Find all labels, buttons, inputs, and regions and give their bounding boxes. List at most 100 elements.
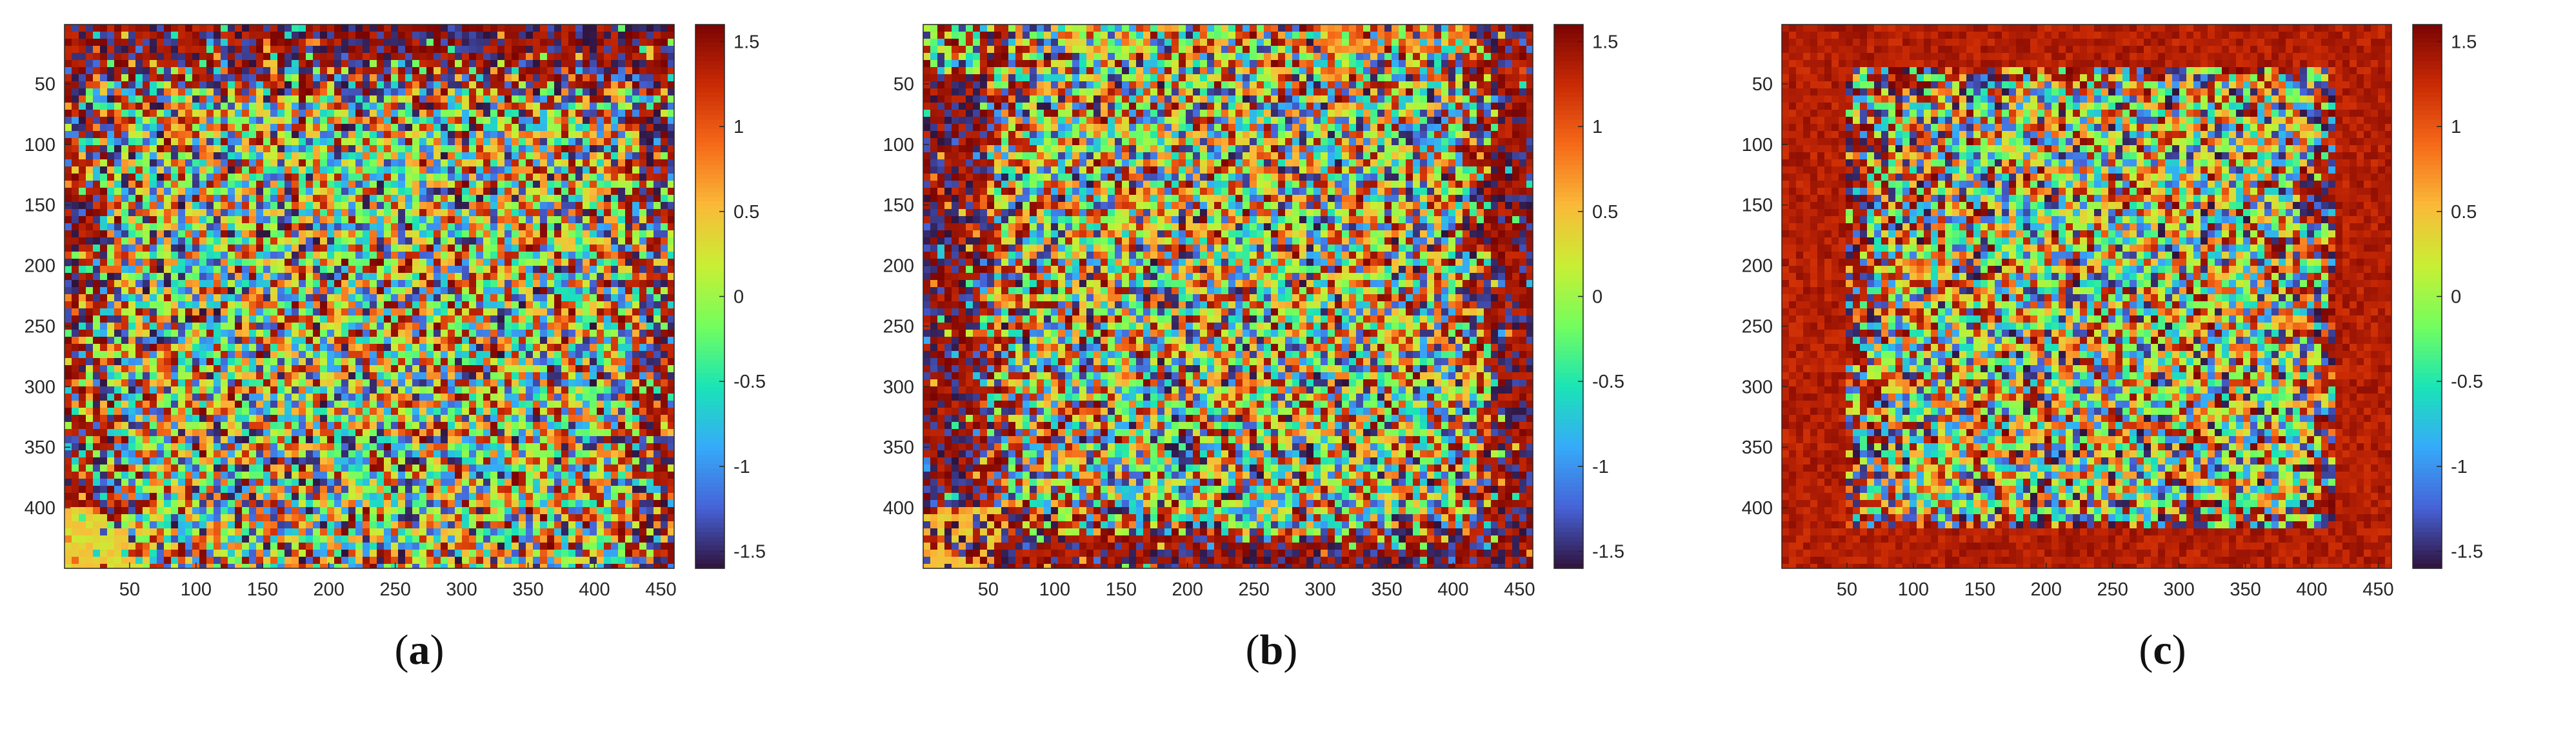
- heatmap-cell: [292, 379, 299, 387]
- heatmap-cell: [391, 273, 399, 281]
- heatmap-cell: [370, 379, 377, 387]
- heatmap-cell: [646, 287, 654, 295]
- heatmap-cell: [185, 74, 193, 82]
- heatmap-cell: [150, 365, 157, 373]
- heatmap-cell: [263, 280, 271, 288]
- heatmap-cell: [611, 46, 619, 54]
- heatmap-cell: [398, 301, 406, 309]
- heatmap-cell: [504, 95, 512, 103]
- heatmap-cell: [320, 422, 328, 430]
- heatmap-cell: [256, 131, 264, 139]
- heatmap-cell: [334, 422, 342, 430]
- heatmap-cell: [519, 188, 526, 195]
- heatmap-cell: [632, 344, 640, 352]
- heatmap-cell: [135, 294, 143, 302]
- heatmap-cell: [426, 401, 434, 408]
- heatmap-cell: [277, 152, 285, 160]
- heatmap-cell: [285, 95, 292, 103]
- heatmap-cell: [299, 60, 306, 68]
- heatmap-cell: [128, 95, 136, 103]
- heatmap-cell: [654, 266, 661, 274]
- heatmap-cell: [455, 237, 463, 245]
- heatmap-cell: [72, 422, 79, 430]
- heatmap-cell: [121, 415, 129, 423]
- heatmap-cell: [547, 25, 555, 32]
- heatmap-cell: [661, 60, 668, 68]
- heatmap-cell: [455, 372, 463, 380]
- heatmap-cell: [370, 401, 377, 408]
- heatmap-cell: [434, 202, 441, 210]
- heatmap-cell: [306, 337, 314, 345]
- heatmap-cell: [306, 110, 314, 117]
- heatmap-cell: [597, 67, 604, 75]
- heatmap-cell: [72, 237, 79, 245]
- heatmap-cell: [157, 46, 165, 54]
- heatmap-cell: [121, 351, 129, 359]
- heatmap-cell: [157, 25, 165, 32]
- heatmap-cell: [72, 216, 79, 224]
- heatmap-cell: [270, 372, 278, 380]
- heatmap-cell: [568, 337, 576, 345]
- heatmap-cell: [285, 429, 292, 437]
- heatmap-cell: [100, 436, 108, 444]
- heatmap-cell: [299, 209, 306, 217]
- heatmap-cell: [128, 230, 136, 238]
- heatmap-cell: [426, 273, 434, 281]
- heatmap-cell: [526, 344, 534, 352]
- heatmap-cell: [568, 273, 576, 281]
- heatmap-cell: [632, 273, 640, 281]
- heatmap-cell: [341, 74, 349, 82]
- heatmap-cell: [86, 266, 94, 274]
- heatmap-cell: [611, 330, 619, 337]
- heatmap-cell: [604, 365, 612, 373]
- heatmap-cell: [639, 145, 647, 153]
- heatmap-cell: [65, 25, 72, 32]
- heatmap-cell: [178, 60, 186, 68]
- heatmap-cell: [419, 131, 427, 139]
- heatmap-cell: [540, 223, 548, 231]
- heatmap-cell: [490, 131, 498, 139]
- heatmap-cell: [114, 294, 122, 302]
- heatmap-cell: [654, 287, 661, 295]
- heatmap-cell: [285, 209, 292, 217]
- heatmap-cell: [575, 294, 583, 302]
- heatmap-cell: [221, 209, 228, 217]
- heatmap-cell: [128, 124, 136, 132]
- heatmap-cell: [412, 245, 420, 252]
- heatmap-cell: [355, 152, 363, 160]
- heatmap-cell: [72, 315, 79, 323]
- heatmap-cell: [547, 166, 555, 174]
- heatmap-cell: [654, 145, 661, 153]
- heatmap-cell: [277, 39, 285, 46]
- heatmap-cell: [206, 252, 214, 259]
- heatmap-cell: [391, 280, 399, 288]
- heatmap-cell: [72, 138, 79, 146]
- heatmap-cell: [405, 280, 413, 288]
- heatmap-cell: [157, 39, 165, 46]
- heatmap-cell: [320, 202, 328, 210]
- heatmap-cell: [100, 145, 108, 153]
- heatmap-cell: [575, 230, 583, 238]
- heatmap-cell: [135, 259, 143, 266]
- heatmap-cell: [533, 365, 541, 373]
- heatmap-cell: [114, 110, 122, 117]
- heatmap-cell: [79, 152, 86, 160]
- heatmap-cell: [270, 337, 278, 345]
- heatmap-cell: [469, 209, 477, 217]
- heatmap-cell: [405, 202, 413, 210]
- heatmap-cell: [512, 273, 519, 281]
- heatmap-cell: [206, 74, 214, 82]
- heatmap-cell: [121, 422, 129, 430]
- heatmap-cell: [327, 124, 335, 132]
- heatmap-cell: [639, 429, 647, 437]
- heatmap-cell: [632, 330, 640, 337]
- heatmap-cell: [114, 138, 122, 146]
- heatmap-cell: [583, 74, 590, 82]
- heatmap-cell: [341, 67, 349, 75]
- heatmap-cell: [405, 301, 413, 309]
- heatmap-cell: [221, 365, 228, 373]
- heatmap-cell: [228, 394, 235, 401]
- heatmap-cell: [348, 230, 356, 238]
- heatmap-cell: [504, 174, 512, 181]
- heatmap-cell: [583, 88, 590, 96]
